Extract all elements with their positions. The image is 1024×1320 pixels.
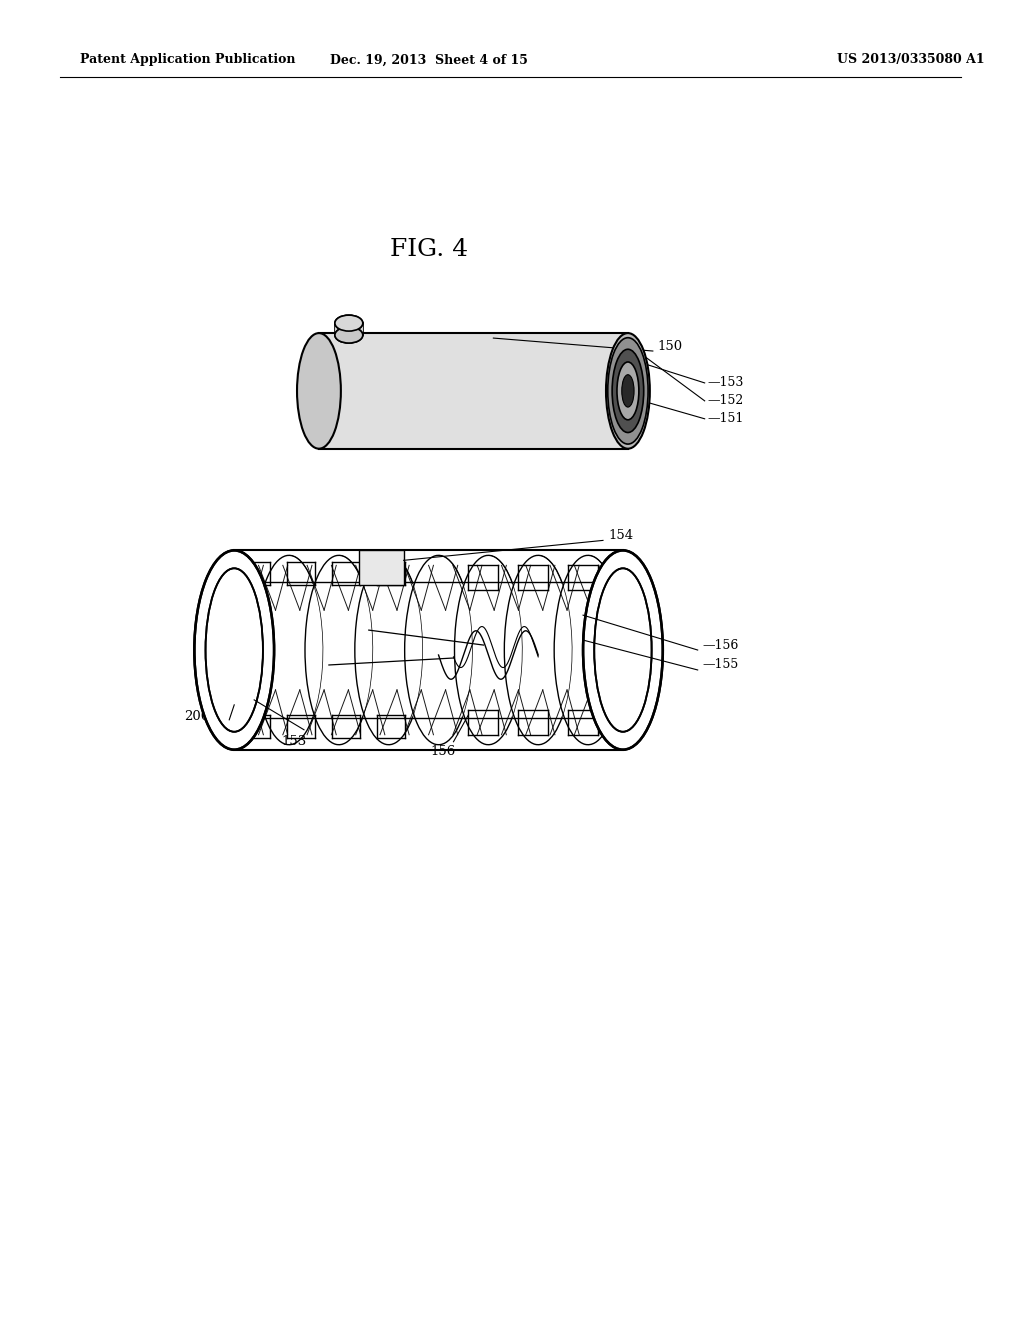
Ellipse shape bbox=[594, 569, 651, 731]
Text: 156: 156 bbox=[431, 744, 456, 758]
Ellipse shape bbox=[195, 550, 274, 750]
Text: —152: —152 bbox=[708, 395, 743, 408]
Ellipse shape bbox=[206, 569, 263, 731]
Text: 154: 154 bbox=[608, 529, 633, 543]
Text: Dec. 19, 2013  Sheet 4 of 15: Dec. 19, 2013 Sheet 4 of 15 bbox=[330, 54, 527, 66]
Ellipse shape bbox=[297, 333, 341, 449]
Polygon shape bbox=[234, 545, 623, 755]
Polygon shape bbox=[318, 333, 628, 449]
Text: 150: 150 bbox=[657, 339, 683, 352]
Text: US 2013/0335080 A1: US 2013/0335080 A1 bbox=[838, 54, 985, 66]
Polygon shape bbox=[335, 323, 362, 335]
Ellipse shape bbox=[335, 315, 362, 331]
Text: —156: —156 bbox=[702, 639, 739, 652]
Ellipse shape bbox=[335, 327, 362, 343]
Text: 153: 153 bbox=[282, 735, 306, 747]
Polygon shape bbox=[358, 550, 403, 585]
Text: Patent Application Publication: Patent Application Publication bbox=[80, 54, 295, 66]
Ellipse shape bbox=[583, 550, 663, 750]
Ellipse shape bbox=[612, 350, 644, 433]
Text: —153: —153 bbox=[708, 376, 744, 389]
Ellipse shape bbox=[622, 375, 634, 407]
Text: 200: 200 bbox=[184, 710, 209, 723]
Text: —155: —155 bbox=[702, 659, 739, 672]
Text: —151: —151 bbox=[708, 412, 744, 425]
Ellipse shape bbox=[608, 338, 648, 444]
Ellipse shape bbox=[606, 333, 650, 449]
Text: FIG. 4: FIG. 4 bbox=[389, 238, 468, 261]
Ellipse shape bbox=[335, 327, 362, 343]
Ellipse shape bbox=[335, 315, 362, 331]
Ellipse shape bbox=[616, 362, 639, 420]
